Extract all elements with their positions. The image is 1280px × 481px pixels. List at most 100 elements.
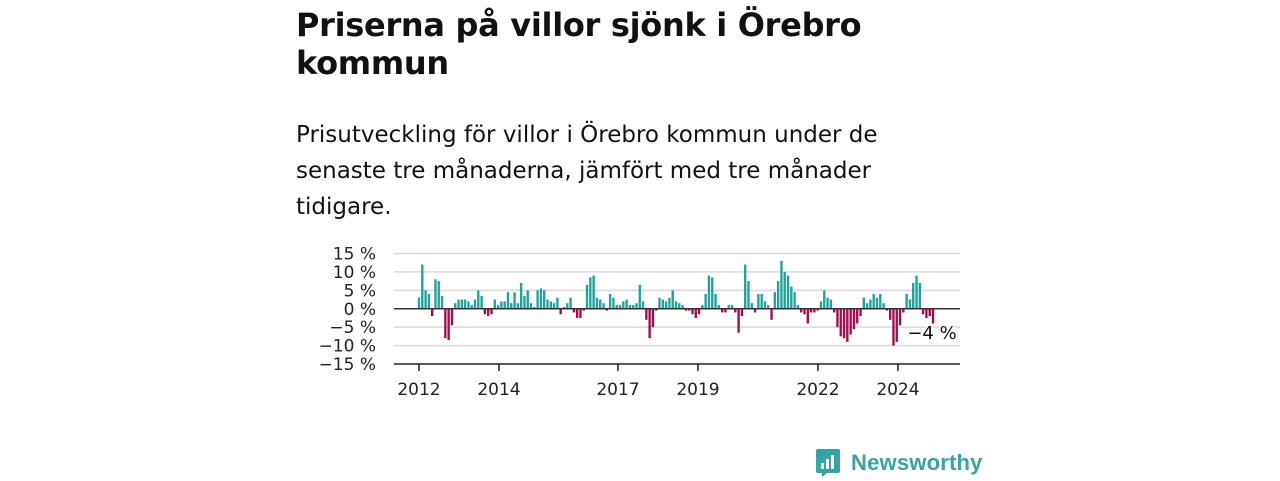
bar bbox=[829, 299, 833, 309]
bar bbox=[803, 308, 806, 315]
chart-title: Priserna på villor sjönk i Örebro kommun bbox=[296, 6, 862, 82]
bar bbox=[519, 282, 523, 309]
bar bbox=[628, 305, 632, 309]
bar bbox=[819, 301, 823, 309]
bar bbox=[823, 290, 826, 309]
chart-subtitle: Prisutveckling för villor i Örebro kommu… bbox=[296, 122, 878, 220]
bar bbox=[444, 308, 447, 339]
bar bbox=[421, 264, 424, 309]
bar bbox=[701, 305, 704, 309]
bar bbox=[694, 308, 697, 318]
bar bbox=[915, 275, 918, 309]
bar bbox=[687, 308, 691, 311]
bar bbox=[648, 308, 651, 339]
bar bbox=[510, 303, 513, 309]
brand-name: Newsworthy bbox=[851, 450, 983, 475]
bar bbox=[513, 292, 516, 309]
bar bbox=[562, 306, 566, 309]
bar bbox=[740, 308, 744, 317]
bar bbox=[862, 297, 865, 309]
bar bbox=[618, 305, 622, 309]
bar bbox=[645, 308, 648, 320]
bar bbox=[684, 308, 688, 311]
bar bbox=[470, 305, 473, 309]
bar bbox=[730, 305, 734, 309]
bar bbox=[892, 308, 895, 346]
x-tick-label: 2017 bbox=[596, 380, 639, 400]
bar bbox=[496, 305, 500, 309]
bar bbox=[457, 299, 460, 309]
x-tick-label: 2022 bbox=[796, 380, 839, 400]
bar bbox=[463, 299, 467, 309]
bar bbox=[592, 275, 595, 309]
bar bbox=[549, 301, 552, 309]
bar bbox=[454, 303, 457, 309]
bar bbox=[440, 295, 444, 309]
bar bbox=[539, 288, 543, 309]
bar bbox=[826, 297, 829, 309]
bar bbox=[641, 301, 645, 309]
bar bbox=[872, 294, 875, 309]
bar bbox=[846, 308, 849, 342]
bar bbox=[599, 299, 602, 309]
bar bbox=[879, 294, 882, 309]
brand-logo[interactable]: Newsworthy bbox=[815, 445, 983, 481]
bar bbox=[852, 308, 856, 330]
y-tick-label: 10 % bbox=[333, 263, 376, 283]
bar bbox=[912, 282, 915, 309]
bar bbox=[622, 301, 625, 309]
bar bbox=[582, 308, 585, 311]
bar bbox=[750, 303, 753, 309]
x-tick-label: 2019 bbox=[676, 380, 719, 400]
x-tick-label: 2024 bbox=[876, 380, 919, 400]
bar bbox=[875, 297, 879, 309]
bar bbox=[589, 277, 592, 309]
bar bbox=[783, 271, 786, 309]
bar bbox=[490, 308, 493, 315]
bar bbox=[727, 305, 730, 309]
bar bbox=[612, 297, 615, 309]
bar bbox=[536, 290, 539, 309]
bars bbox=[417, 260, 935, 346]
bar bbox=[842, 308, 846, 339]
x-tick-label: 2012 bbox=[397, 380, 440, 400]
bar bbox=[760, 294, 763, 309]
bar bbox=[585, 284, 589, 309]
y-tick-label: 15 % bbox=[333, 245, 376, 265]
bar bbox=[744, 264, 747, 309]
bar bbox=[615, 305, 618, 309]
bar bbox=[579, 308, 582, 318]
bar bbox=[543, 290, 546, 309]
bar bbox=[747, 281, 750, 309]
bar bbox=[882, 303, 885, 309]
bar bbox=[417, 297, 421, 309]
bar bbox=[776, 281, 780, 309]
bar bbox=[928, 308, 931, 317]
bar bbox=[631, 305, 635, 309]
bar bbox=[480, 295, 483, 309]
bar bbox=[473, 299, 477, 309]
bar bbox=[720, 308, 724, 313]
bar bbox=[836, 308, 839, 328]
bar bbox=[902, 308, 905, 313]
bar bbox=[714, 294, 717, 309]
bar bbox=[918, 282, 921, 309]
bar bbox=[773, 292, 777, 309]
bar bbox=[809, 308, 813, 313]
bar bbox=[925, 308, 928, 318]
bar bbox=[424, 290, 427, 309]
bar bbox=[552, 303, 556, 309]
grid-lines bbox=[394, 252, 960, 347]
bar bbox=[691, 308, 694, 315]
bar bbox=[816, 308, 819, 311]
bar bbox=[605, 308, 608, 311]
bar bbox=[450, 308, 454, 326]
bar bbox=[566, 303, 569, 309]
bar bbox=[487, 308, 490, 317]
bar bbox=[681, 305, 684, 309]
bar bbox=[556, 297, 559, 309]
newsworthy-logo-icon bbox=[816, 449, 840, 477]
bar bbox=[780, 260, 783, 309]
bar bbox=[559, 308, 562, 315]
y-tick-label: 0 % bbox=[344, 300, 376, 320]
